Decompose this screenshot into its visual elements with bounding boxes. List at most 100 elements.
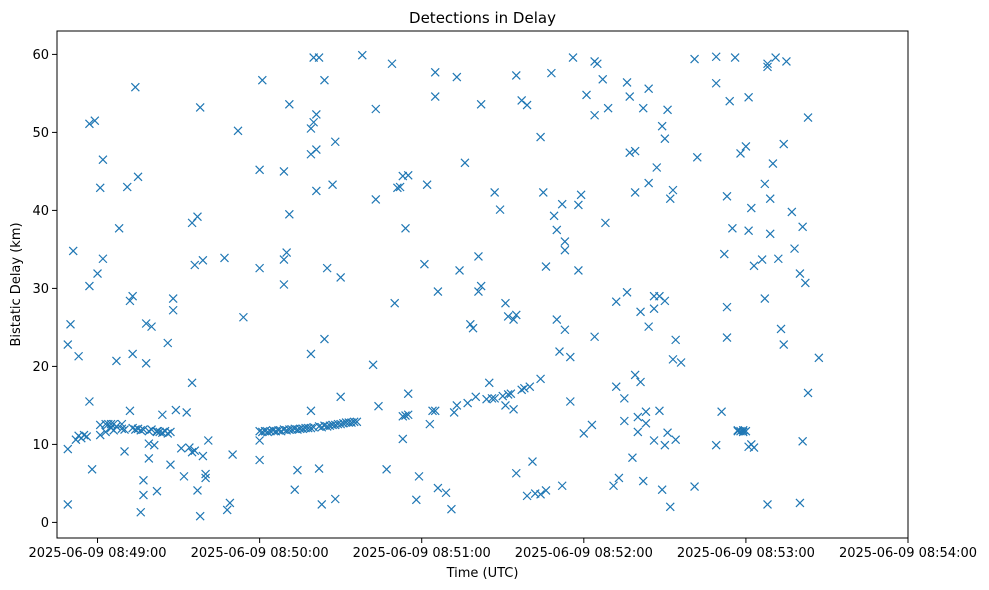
data-point	[711, 440, 721, 450]
data-point	[560, 245, 570, 255]
data-point	[176, 443, 186, 453]
data-point	[144, 439, 154, 449]
data-point	[182, 407, 192, 417]
data-point	[419, 259, 429, 269]
data-point	[79, 430, 89, 440]
data-point	[641, 407, 651, 417]
data-point	[311, 186, 321, 196]
data-point	[198, 451, 208, 461]
data-point	[763, 62, 772, 72]
data-point	[284, 209, 294, 219]
data-point	[136, 425, 146, 435]
y-tick-label: 30	[32, 282, 49, 297]
data-point	[765, 194, 775, 204]
data-point	[374, 401, 383, 411]
data-point	[649, 436, 659, 445]
data-point	[630, 188, 640, 197]
data-point	[741, 142, 751, 151]
data-point	[790, 244, 799, 254]
data-point	[193, 212, 202, 222]
data-point	[433, 287, 443, 296]
data-point	[279, 255, 289, 264]
data-point	[120, 446, 129, 456]
data-point	[655, 406, 664, 416]
data-point	[382, 464, 392, 474]
data-point	[676, 358, 686, 367]
data-point	[600, 218, 610, 228]
data-point	[392, 183, 402, 193]
data-point	[306, 423, 316, 433]
data-point	[201, 473, 211, 483]
data-point	[528, 457, 537, 466]
data-point	[536, 489, 546, 499]
data-point	[349, 417, 359, 427]
data-point	[576, 190, 586, 200]
data-point	[190, 446, 200, 456]
data-point	[139, 490, 148, 500]
data-point	[668, 354, 678, 364]
data-point	[149, 440, 159, 450]
data-point	[447, 504, 456, 514]
data-point	[722, 302, 732, 312]
data-point	[144, 426, 154, 436]
data-point	[803, 388, 813, 398]
data-point	[401, 411, 410, 420]
data-point	[198, 255, 208, 265]
data-point	[638, 103, 648, 113]
data-point	[660, 296, 670, 306]
data-point	[371, 195, 381, 204]
data-point	[311, 110, 321, 119]
data-point	[193, 485, 202, 495]
data-point	[95, 430, 105, 440]
data-point	[763, 59, 772, 69]
data-point	[128, 349, 138, 359]
data-point	[84, 397, 94, 406]
y-axis: 0 10 20 30 40 50 60	[32, 48, 57, 531]
data-point	[139, 425, 148, 435]
data-point	[387, 59, 397, 69]
data-point	[190, 260, 200, 270]
data-point	[798, 436, 808, 446]
x-tick-label: 2025-06-09 08:53:00	[677, 546, 815, 561]
data-point	[511, 468, 521, 478]
data-point	[744, 226, 754, 236]
data-point	[322, 263, 332, 273]
data-point	[692, 152, 702, 162]
data-point	[357, 50, 367, 60]
data-point	[166, 460, 175, 470]
data-point	[590, 110, 600, 120]
data-point	[582, 90, 591, 100]
data-point	[668, 185, 678, 195]
data-point	[765, 229, 775, 239]
data-point	[141, 319, 151, 328]
data-point	[501, 400, 510, 410]
x-tick-label: 2025-06-09 08:50:00	[191, 546, 329, 561]
data-point	[660, 440, 670, 450]
data-point	[82, 432, 92, 442]
data-point	[573, 200, 583, 210]
data-point	[465, 319, 475, 329]
data-point	[430, 406, 440, 416]
data-point	[557, 481, 567, 491]
data-point	[225, 498, 235, 508]
data-point	[63, 444, 73, 454]
data-point	[717, 407, 727, 417]
plot-frame	[56, 30, 909, 539]
y-tick-label: 50	[32, 126, 49, 141]
data-point	[71, 435, 81, 445]
data-point	[525, 382, 535, 392]
data-point	[279, 280, 289, 289]
data-point	[152, 426, 162, 436]
x-tick-label: 2025-06-09 08:54:00	[839, 546, 977, 561]
data-point	[782, 56, 791, 66]
data-point	[644, 322, 654, 332]
y-tick-label: 10	[32, 438, 49, 453]
data-point	[98, 254, 108, 264]
data-point	[284, 99, 294, 109]
data-point	[63, 500, 73, 509]
data-point	[719, 249, 729, 259]
data-point	[628, 453, 637, 463]
x-tick-label: 2025-06-09 08:49:00	[28, 546, 166, 561]
data-point	[622, 287, 632, 297]
